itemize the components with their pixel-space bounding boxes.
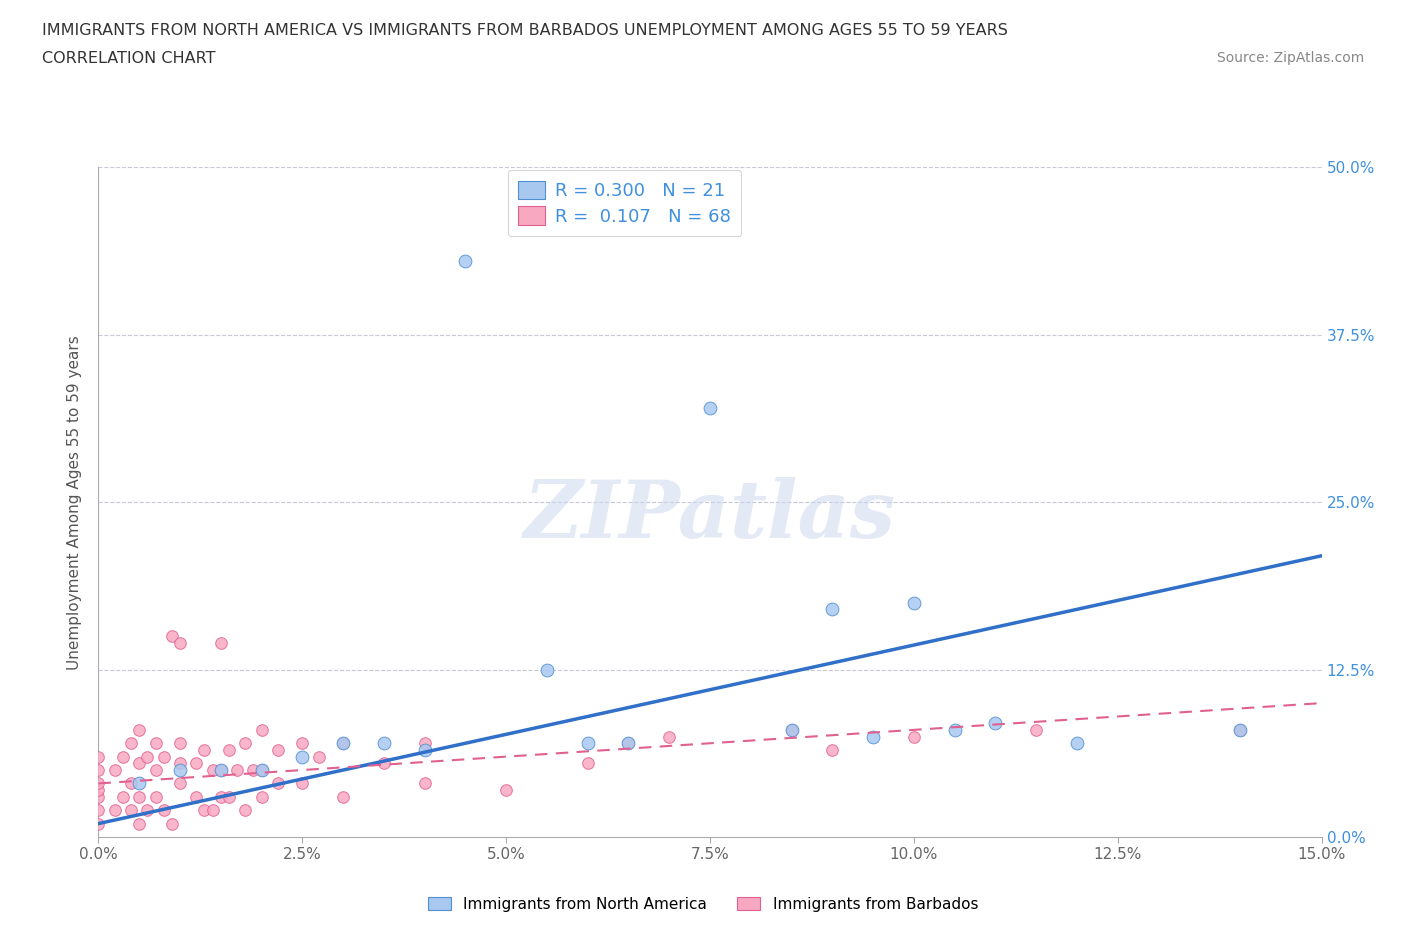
Point (186, 756, 208, 771)
Point (87, 763, 110, 777)
Point (111, 790, 134, 804)
Point (218, 742, 240, 757)
Point (233, 736, 256, 751)
Point (242, 763, 264, 777)
Point (413, 776, 436, 790)
Y-axis label: Unemployment Among Ages 55 to 59 years: Unemployment Among Ages 55 to 59 years (67, 335, 83, 670)
Text: Source: ZipAtlas.com: Source: ZipAtlas.com (1216, 51, 1364, 65)
Point (943, 723, 966, 737)
Point (250, 763, 273, 777)
Text: ZIPatlas: ZIPatlas (524, 477, 896, 554)
Point (209, 635, 232, 650)
Point (862, 729, 884, 744)
Point (291, 736, 314, 751)
Point (658, 729, 681, 744)
Point (233, 803, 256, 817)
Point (160, 629, 183, 644)
Point (536, 662, 558, 677)
Point (87, 790, 110, 804)
Point (821, 742, 844, 757)
Point (128, 776, 150, 790)
Point (111, 750, 134, 764)
Point (250, 790, 273, 804)
Point (169, 756, 191, 771)
Point (169, 776, 191, 790)
Point (373, 736, 395, 751)
Point (332, 790, 354, 804)
Point (250, 763, 273, 777)
Point (780, 723, 803, 737)
Point (128, 817, 150, 831)
Legend: Immigrants from North America, Immigrants from Barbados: Immigrants from North America, Immigrant… (422, 890, 984, 918)
Point (209, 763, 232, 777)
Point (267, 776, 290, 790)
Point (291, 776, 314, 790)
Point (413, 736, 436, 751)
Point (128, 790, 150, 804)
Point (267, 742, 290, 757)
Point (87, 783, 110, 798)
Point (332, 736, 354, 751)
Point (160, 817, 183, 831)
Point (209, 790, 232, 804)
Point (617, 736, 640, 751)
Point (454, 254, 477, 269)
Point (373, 756, 395, 771)
Point (821, 602, 844, 617)
Point (87, 817, 110, 831)
Point (169, 635, 191, 650)
Point (699, 401, 721, 416)
Point (617, 736, 640, 751)
Point (1229, 723, 1251, 737)
Point (193, 742, 215, 757)
Point (576, 736, 599, 751)
Point (87, 750, 110, 764)
Point (120, 776, 142, 790)
Point (136, 803, 159, 817)
Point (145, 790, 167, 804)
Point (186, 790, 208, 804)
Point (87, 803, 110, 817)
Point (152, 803, 174, 817)
Point (145, 736, 167, 751)
Point (226, 763, 249, 777)
Point (120, 803, 142, 817)
Point (1025, 723, 1047, 737)
Point (209, 763, 232, 777)
Point (1229, 723, 1251, 737)
Point (495, 783, 517, 798)
Point (193, 803, 215, 817)
Point (136, 750, 159, 764)
Point (780, 723, 803, 737)
Point (87, 776, 110, 790)
Point (169, 736, 191, 751)
Point (984, 716, 1007, 731)
Point (128, 756, 150, 771)
Legend: R = 0.300   N = 21, R =  0.107   N = 68: R = 0.300 N = 21, R = 0.107 N = 68 (508, 170, 741, 236)
Text: CORRELATION CHART: CORRELATION CHART (42, 51, 215, 66)
Point (201, 763, 224, 777)
Point (169, 763, 191, 777)
Point (308, 750, 330, 764)
Point (201, 803, 224, 817)
Point (128, 723, 150, 737)
Point (120, 736, 142, 751)
Point (104, 803, 127, 817)
Text: IMMIGRANTS FROM NORTH AMERICA VS IMMIGRANTS FROM BARBADOS UNEMPLOYMENT AMONG AGE: IMMIGRANTS FROM NORTH AMERICA VS IMMIGRA… (42, 23, 1008, 38)
Point (218, 790, 240, 804)
Point (291, 750, 314, 764)
Point (903, 595, 925, 610)
Point (332, 736, 354, 751)
Point (152, 750, 174, 764)
Point (576, 756, 599, 771)
Point (413, 742, 436, 757)
Point (250, 723, 273, 737)
Point (1066, 736, 1088, 751)
Point (104, 763, 127, 777)
Point (145, 763, 167, 777)
Point (903, 729, 925, 744)
